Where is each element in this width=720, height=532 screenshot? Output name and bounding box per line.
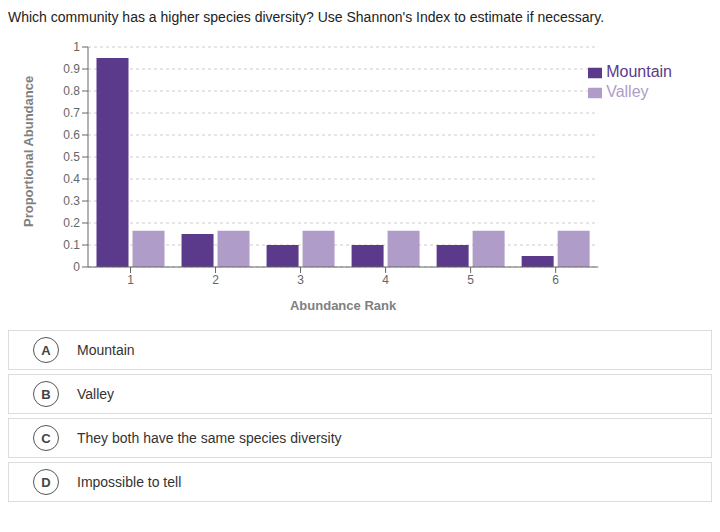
svg-text:0.1: 0.1 bbox=[63, 238, 80, 252]
html-text:Which community has a higher s: Which community has a higher species div… bbox=[8, 9, 605, 25]
html-text:Valley: Valley bbox=[77, 386, 115, 402]
html-text:C: C bbox=[41, 430, 51, 446]
svg-text:0.2: 0.2 bbox=[63, 216, 80, 230]
html-text:Mountain: Mountain bbox=[606, 63, 672, 80]
svg-text:5: 5 bbox=[467, 273, 474, 287]
svg-text:0.4: 0.4 bbox=[63, 172, 80, 186]
svg-text:0.9: 0.9 bbox=[63, 62, 80, 76]
svg-text:0.3: 0.3 bbox=[63, 194, 80, 208]
svg-text:2: 2 bbox=[212, 273, 219, 287]
svg-text:0: 0 bbox=[73, 260, 80, 274]
html-text:B: B bbox=[41, 386, 51, 402]
svg-text:0.7: 0.7 bbox=[63, 106, 80, 120]
svg-text:0.5: 0.5 bbox=[63, 150, 80, 164]
svg-text:4: 4 bbox=[382, 273, 389, 287]
svg-text:6: 6 bbox=[552, 273, 559, 287]
svg-text:1: 1 bbox=[73, 40, 80, 54]
svg-text:1: 1 bbox=[127, 273, 134, 287]
html-text:Valley: Valley bbox=[606, 83, 649, 100]
svg-text:0.6: 0.6 bbox=[63, 128, 80, 142]
html-text:D: D bbox=[41, 474, 51, 490]
html-text:Mountain: Mountain bbox=[77, 342, 135, 358]
html-text:They both have the same specie: They both have the same species diversit… bbox=[77, 430, 342, 446]
html-text:Impossible to tell: Impossible to tell bbox=[77, 474, 182, 490]
svg-text:Abundance Rank: Abundance Rank bbox=[290, 298, 397, 313]
html-text:A: A bbox=[41, 342, 51, 358]
svg-text:0.8: 0.8 bbox=[63, 84, 80, 98]
svg-text:Proportional Abundance: Proportional Abundance bbox=[21, 76, 36, 227]
svg-text:3: 3 bbox=[297, 273, 304, 287]
